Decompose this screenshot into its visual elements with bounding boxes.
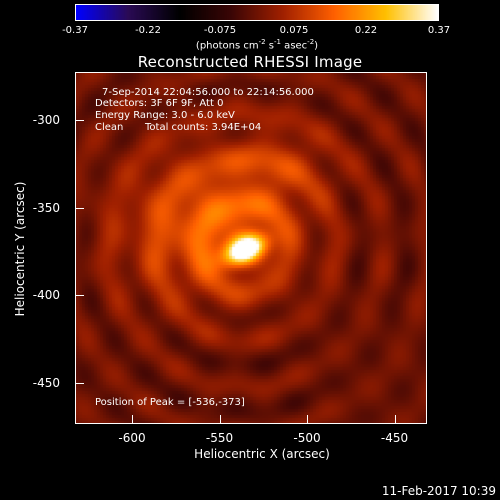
heatmap-image — [76, 73, 426, 423]
x-tick-mark — [219, 415, 221, 423]
x-tick-label: -450 — [380, 431, 409, 445]
x-tick-mark — [394, 415, 396, 423]
y-tick-label: -450 — [32, 375, 60, 390]
x-axis-label: Heliocentric X (arcsec) — [194, 447, 330, 461]
colorbar-tick-label: 0.22 — [354, 25, 378, 36]
total-counts-info: Total counts: 3.94E+04 — [145, 122, 262, 133]
y-tick-mark — [76, 382, 84, 384]
y-axis-label: Heliocentric Y (arcsec) — [13, 181, 27, 317]
detectors-info: Detectors: 3F 6F 9F, Att 0 — [95, 98, 224, 109]
y-tick-label: -400 — [32, 288, 60, 303]
energy-range-info: Energy Range: 3.0 - 6.0 keV — [95, 110, 235, 121]
y-tick-mark — [76, 120, 84, 122]
chart-title: Reconstructed RHESSI Image — [137, 53, 363, 71]
colorbar-unit-label: (photons cm-2 s-1 asec-2) — [195, 38, 319, 52]
peak-position-info: Position of Peak = [-536,-373] — [95, 397, 245, 408]
algorithm-info: Clean — [95, 122, 124, 133]
heatmap-plot-area — [75, 72, 427, 424]
x-tick-mark — [307, 415, 308, 423]
y-tick-mark — [76, 207, 84, 209]
colorbar-tick-label: -0.22 — [135, 25, 161, 36]
colorbar-tick-label: -0.37 — [62, 25, 88, 36]
colorbar-tick-label: -0.075 — [203, 25, 237, 36]
x-tick-label: -600 — [118, 431, 146, 445]
y-tick-label: -350 — [32, 200, 60, 215]
y-tick-mark — [76, 295, 84, 297]
colorbar-tick-label: 0.075 — [279, 25, 309, 36]
x-tick-label: -550 — [205, 431, 234, 445]
footer-timestamp: 11-Feb-2017 10:39 — [381, 484, 496, 498]
colorbar-tick-label: 0.37 — [427, 25, 451, 36]
y-tick-label: -300 — [32, 113, 60, 128]
observation-time: 7-Sep-2014 22:04:56.000 to 22:14:56.000 — [102, 87, 314, 98]
colorbar — [75, 4, 439, 21]
colorbar-gradient — [76, 5, 438, 20]
x-tick-label: -500 — [293, 431, 321, 445]
x-tick-mark — [132, 415, 133, 423]
